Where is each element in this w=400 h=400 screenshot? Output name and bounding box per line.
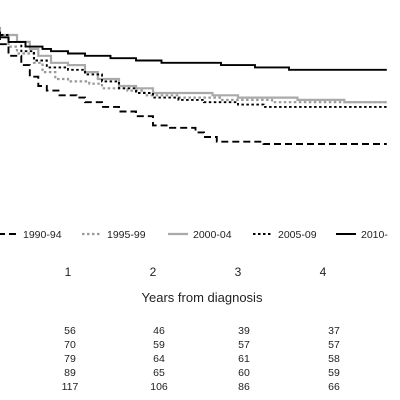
legend-label-2005-09: 2005-09 [278, 229, 317, 241]
at-risk-2005-09-col-3: 60 [238, 367, 250, 379]
at-risk-1995-99-col-1: 70 [64, 339, 76, 351]
at-risk-2000-04-col-4: 58 [328, 353, 340, 365]
series-line-2010 [0, 31, 387, 71]
at-risk-2005-09-col-1: 89 [64, 367, 76, 379]
x-tick-label-3: 3 [235, 265, 242, 279]
at-risk-1995-99-col-3: 57 [238, 339, 250, 351]
x-tick-label-4: 4 [320, 265, 327, 279]
at-risk-2010-col-2: 106 [150, 381, 168, 393]
at-risk-2000-04-col-1: 79 [64, 353, 76, 365]
at-risk-2005-09-col-4: 59 [328, 367, 340, 379]
at-risk-2005-09-col-2: 65 [153, 367, 165, 379]
legend-label-1990-94: 1990-94 [23, 229, 62, 241]
legend-label-2010: 2010- [361, 229, 388, 241]
at-risk-2010-col-3: 86 [238, 381, 250, 393]
legend-label-2000-04: 2000-04 [193, 229, 232, 241]
at-risk-2010-col-1: 117 [62, 381, 79, 393]
at-risk-1995-99-col-4: 57 [328, 339, 340, 351]
at-risk-1995-99-col-2: 59 [153, 339, 165, 351]
series-line-2005-09 [0, 34, 388, 110]
numbers-at-risk-table: 56 46 39 37 70 59 57 57 79 64 61 58 89 65 60 59 117 106 86… [62, 325, 340, 393]
at-risk-2010-col-4: 66 [328, 381, 340, 393]
x-tick-label-2: 2 [150, 265, 157, 279]
survival-curves [0, 26, 388, 145]
x-axis-label: Years from diagnosis [142, 290, 263, 305]
at-risk-2000-04-col-3: 61 [238, 353, 250, 365]
legend-label-1995-99: 1995-99 [107, 229, 146, 241]
at-risk-2000-04-col-2: 64 [153, 353, 165, 365]
at-risk-1990-94-col-4: 37 [328, 325, 340, 337]
at-risk-1990-94-col-1: 56 [64, 325, 76, 337]
x-axis: 1 2 3 4 [65, 265, 327, 279]
at-risk-1990-94-col-3: 39 [238, 325, 250, 337]
at-risk-1990-94-col-2: 46 [153, 325, 165, 337]
legend: 1990-94 1995-99 2000-04 2005-09 2010- [0, 229, 388, 241]
x-tick-label-1: 1 [65, 265, 72, 279]
series-line-1995-99 [0, 36, 387, 104]
series-line-1990-94 [0, 36, 387, 145]
